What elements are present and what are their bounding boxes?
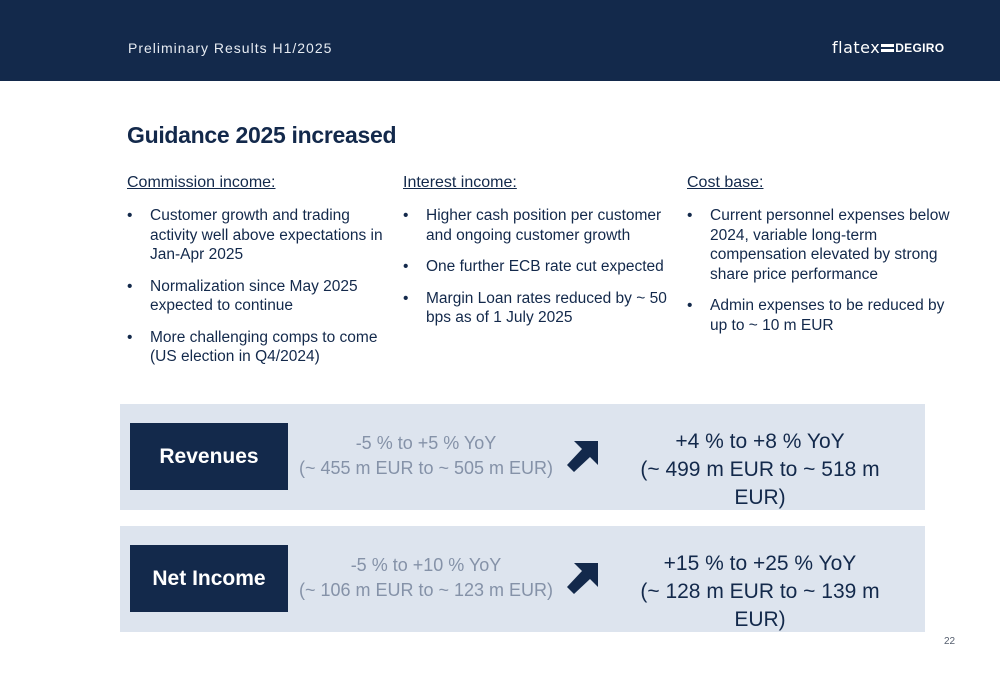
list-item-text: One further ECB rate cut expected (426, 258, 664, 275)
column-heading: Commission income: (127, 174, 276, 191)
new-guidance: +15 % to +25 % YoY (~ 128 m EUR to ~ 139… (615, 550, 905, 634)
previous-guidance: -5 % to +5 % YoY (~ 455 m EUR to ~ 505 m… (295, 431, 557, 481)
bullet-list: • Higher cash position per customer and o… (403, 206, 673, 328)
list-item: • Normalization since May 2025 expected t… (127, 277, 397, 316)
list-item-text: Admin expenses to be reduced by up to ~ … (710, 297, 945, 334)
bullet-icon: • (127, 207, 133, 224)
company-logo: flatex DEGIRO (832, 38, 944, 57)
list-item-text: Higher cash position per customer and on… (426, 207, 662, 244)
bullet-icon: • (127, 328, 133, 346)
list-item: • Current personnel expenses below 2024, … (687, 206, 957, 284)
column-heading: Interest income: (403, 174, 517, 191)
previous-guidance-line: (~ 455 m EUR to ~ 505 m EUR) (298, 458, 554, 478)
previous-guidance: -5 % to +10 % YoY (~ 106 m EUR to ~ 123 … (295, 553, 557, 603)
arrow-up-right-icon (567, 563, 598, 594)
logo-text-left: flatex (832, 38, 881, 57)
guidance-label: Revenues (130, 423, 288, 490)
page-title: Guidance 2025 increased (127, 122, 397, 148)
list-item-text: Normalization since May 2025 expected to… (150, 277, 358, 315)
column-commission-income: Commission income: • Customer growth and … (127, 174, 397, 379)
list-item: • Admin expenses to be reduced by up to ~… (687, 296, 957, 335)
previous-guidance-line: -5 % to +5 % YoY (355, 433, 497, 453)
guidance-label: Net Income (130, 545, 288, 612)
arrow-up-right-icon (567, 441, 598, 472)
bullet-icon: • (403, 289, 409, 307)
list-item: • More challenging comps to come (US elec… (127, 328, 397, 367)
bullet-list: • Customer growth and trading activity we… (127, 206, 397, 367)
new-guidance: +4 % to +8 % YoY (~ 499 m EUR to ~ 518 m… (615, 428, 905, 512)
page-number: 22 (944, 636, 956, 647)
column-cost-base: Cost base: • Current personnel expenses b… (687, 174, 957, 347)
guidance-panel-net-income: Net Income -5 % to +10 % YoY (~ 106 m EU… (120, 526, 925, 632)
previous-guidance-line: -5 % to +10 % YoY (350, 555, 502, 575)
list-item: • Customer growth and trading activity we… (127, 206, 397, 265)
bullet-list: • Current personnel expenses below 2024, … (687, 206, 957, 335)
header-bar: Preliminary Results H1/2025 flatex DEGIR… (0, 0, 1000, 81)
new-guidance-line: (~ 499 m EUR to ~ 518 m EUR) (640, 458, 880, 509)
logo-separator-icon (881, 43, 895, 52)
column-interest-income: Interest income: • Higher cash position p… (403, 174, 673, 340)
list-item-text: Current personnel expenses below 2024, v… (710, 207, 950, 283)
logo-text-right: DEGIRO (895, 40, 945, 55)
bullet-icon: • (403, 207, 409, 224)
list-item: • Margin Loan rates reduced by ~ 50 bps a… (403, 289, 673, 328)
bullet-icon: • (687, 207, 693, 224)
list-item-text: More challenging comps to come (US elect… (150, 328, 378, 366)
bullet-icon: • (127, 277, 133, 295)
list-item: • One further ECB rate cut expected (403, 257, 673, 277)
new-guidance-line: +4 % to +8 % YoY (675, 430, 845, 453)
bullet-icon: • (687, 297, 693, 314)
new-guidance-line: +15 % to +25 % YoY (663, 552, 857, 575)
guidance-panel-revenues: Revenues -5 % to +5 % YoY (~ 455 m EUR t… (120, 404, 925, 510)
column-heading: Cost base: (687, 174, 764, 191)
list-item: • Higher cash position per customer and o… (403, 206, 673, 245)
list-item-text: Customer growth and trading activity wel… (150, 207, 383, 263)
new-guidance-line: (~ 128 m EUR to ~ 139 m EUR) (640, 580, 880, 631)
header-subtitle: Preliminary Results H1/2025 (128, 40, 333, 56)
bullet-icon: • (403, 258, 409, 275)
previous-guidance-line: (~ 106 m EUR to ~ 123 m EUR) (298, 580, 554, 600)
list-item-text: Margin Loan rates reduced by ~ 50 bps as… (426, 289, 667, 327)
